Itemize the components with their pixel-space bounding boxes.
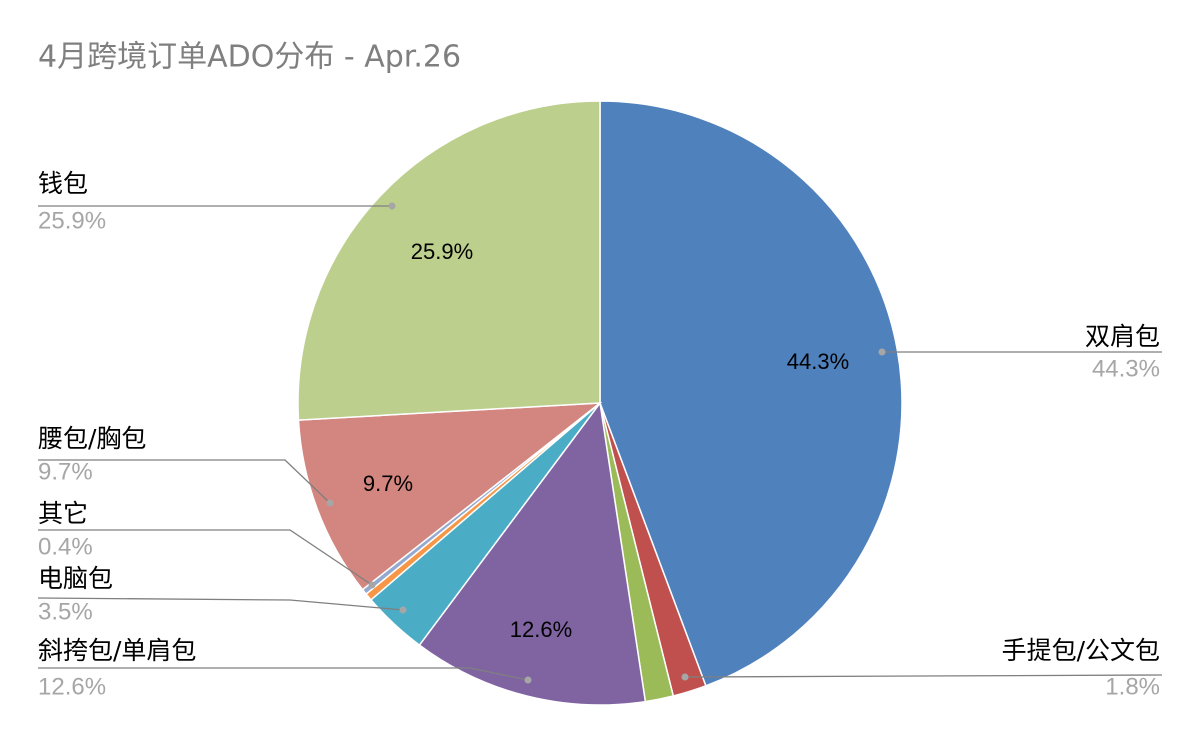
pie-slice	[297, 100, 601, 421]
data-label: 44.3%	[1092, 355, 1160, 382]
leader-dot	[399, 606, 407, 614]
legend-label: 斜挎包/单肩包	[38, 636, 196, 665]
data-label: 1.8%	[1105, 673, 1160, 700]
inner-data-label: 44.3%	[787, 349, 849, 374]
data-label: 9.7%	[38, 458, 93, 485]
legend-label: 其它	[38, 499, 88, 528]
legend-label: 双肩包	[1085, 322, 1160, 351]
pie-slice	[297, 402, 603, 591]
leader-dot	[326, 499, 334, 507]
data-label: 3.5%	[38, 598, 93, 625]
data-label: 25.9%	[38, 207, 106, 234]
leader-dot	[681, 673, 689, 681]
leader-line	[38, 459, 331, 504]
inner-data-label: 9.7%	[363, 471, 413, 496]
pie-slice	[418, 401, 647, 706]
chart-title: 4月跨境订单ADO分布 - Apr.26	[38, 40, 461, 75]
leader-line	[684, 674, 1163, 678]
data-label: 12.6%	[38, 673, 106, 700]
inner-data-label: 12.6%	[510, 617, 572, 642]
leader-dot	[878, 348, 886, 356]
legend-label: 腰包/胸包	[38, 424, 146, 453]
leader-line	[37, 597, 404, 611]
inner-data-label: 25.9%	[411, 239, 473, 264]
leader-line	[38, 667, 529, 681]
legend-label: 手提包/公文包	[1002, 636, 1160, 665]
leader-line	[38, 529, 373, 586]
pie-slice	[599, 100, 903, 687]
leader-dot	[388, 202, 396, 210]
leader-dot	[368, 581, 376, 589]
legend-label: 电脑包	[38, 564, 113, 593]
leader-dot	[524, 676, 532, 684]
data-label: 0.4%	[38, 533, 93, 560]
legend-label: 钱包	[38, 169, 88, 198]
